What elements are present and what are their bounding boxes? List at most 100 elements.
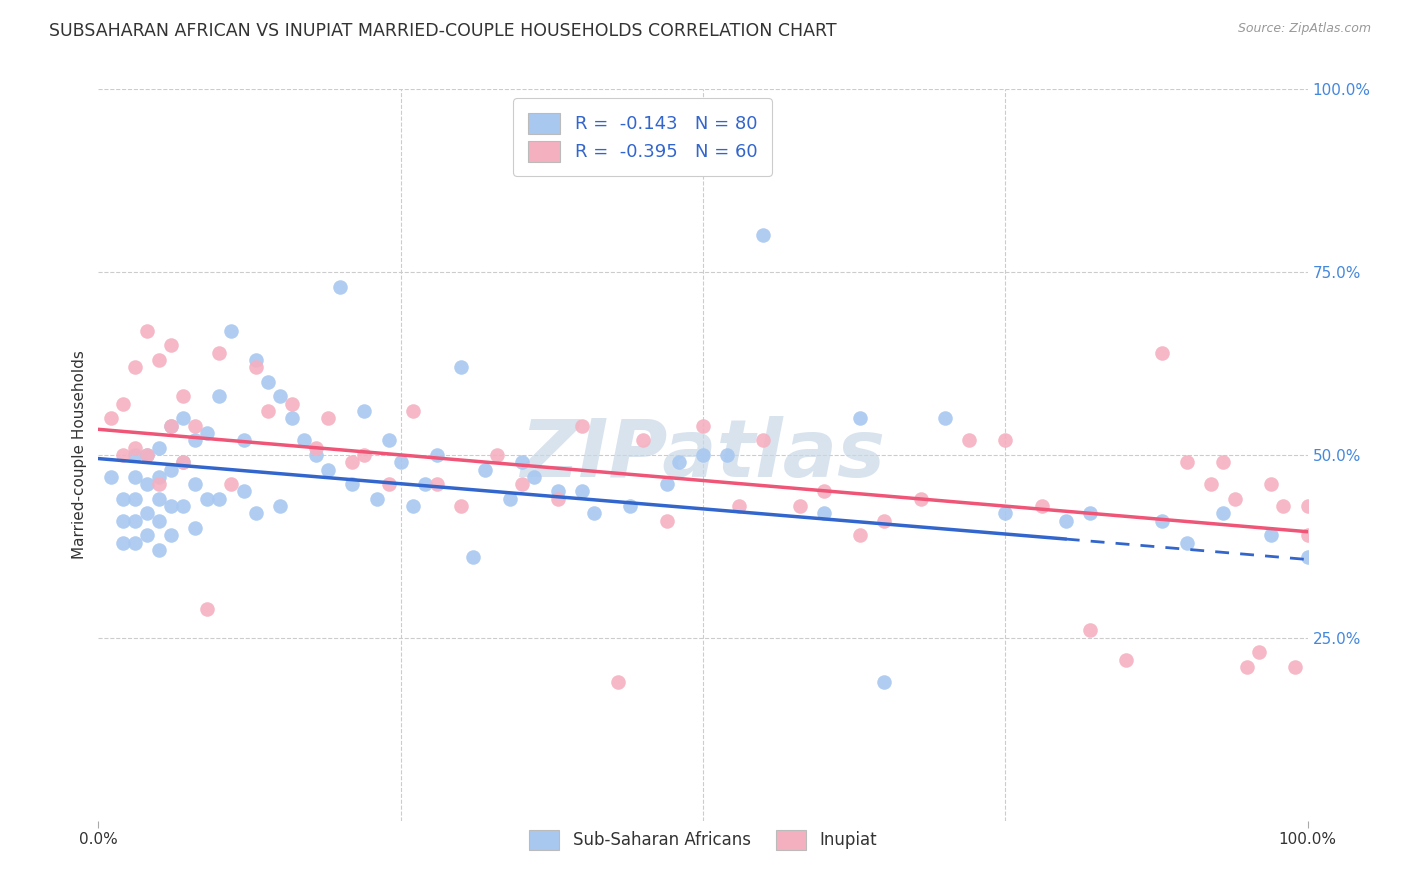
Point	[148, 441, 170, 455]
Point	[849, 528, 872, 542]
Point	[124, 535, 146, 549]
Point	[510, 455, 533, 469]
Point	[135, 448, 157, 462]
Point	[245, 360, 267, 375]
Point	[195, 425, 218, 440]
Point	[377, 477, 399, 491]
Point	[692, 418, 714, 433]
Point	[1212, 455, 1234, 469]
Point	[547, 484, 569, 499]
Point	[934, 411, 956, 425]
Point	[172, 411, 194, 425]
Point	[353, 404, 375, 418]
Point	[184, 521, 207, 535]
Point	[256, 404, 278, 418]
Point	[184, 434, 207, 448]
Point	[752, 228, 775, 243]
Point	[342, 477, 364, 491]
Point	[195, 491, 218, 506]
Point	[124, 491, 146, 506]
Point	[148, 491, 170, 506]
Point	[510, 477, 533, 491]
Point	[208, 491, 231, 506]
Point	[221, 324, 243, 338]
Point	[1199, 477, 1222, 491]
Point	[232, 434, 254, 448]
Point	[994, 507, 1017, 521]
Y-axis label: Married-couple Households: Married-couple Households	[72, 351, 87, 559]
Point	[1272, 499, 1295, 513]
Point	[1260, 477, 1282, 491]
Point	[160, 528, 183, 542]
Point	[619, 499, 641, 513]
Point	[172, 499, 194, 513]
Point	[148, 543, 170, 558]
Point	[377, 434, 399, 448]
Point	[135, 528, 157, 542]
Point	[221, 477, 243, 491]
Point	[1249, 645, 1271, 659]
Point	[124, 470, 146, 484]
Point	[135, 448, 157, 462]
Point	[366, 491, 388, 506]
Point	[523, 470, 546, 484]
Point	[450, 360, 472, 375]
Point	[813, 484, 835, 499]
Point	[305, 441, 328, 455]
Point	[849, 411, 872, 425]
Point	[873, 514, 896, 528]
Point	[1223, 491, 1246, 506]
Point	[655, 477, 678, 491]
Point	[148, 352, 170, 367]
Point	[1078, 624, 1101, 638]
Point	[329, 279, 352, 293]
Point	[789, 499, 811, 513]
Point	[184, 418, 207, 433]
Point	[245, 352, 267, 367]
Point	[111, 448, 134, 462]
Point	[1152, 514, 1174, 528]
Point	[135, 507, 157, 521]
Point	[1031, 499, 1053, 513]
Point	[269, 499, 291, 513]
Point	[994, 434, 1017, 448]
Point	[1078, 507, 1101, 521]
Point	[245, 507, 267, 521]
Point	[124, 360, 146, 375]
Point	[402, 499, 425, 513]
Point	[111, 397, 134, 411]
Point	[281, 411, 304, 425]
Point	[1175, 455, 1198, 469]
Point	[463, 550, 485, 565]
Point	[172, 389, 194, 403]
Point	[232, 484, 254, 499]
Point	[160, 499, 183, 513]
Point	[353, 448, 375, 462]
Point	[692, 448, 714, 462]
Point	[111, 514, 134, 528]
Point	[498, 491, 520, 506]
Point	[148, 477, 170, 491]
Point	[111, 491, 134, 506]
Point	[547, 491, 569, 506]
Point	[256, 375, 278, 389]
Point	[474, 462, 496, 476]
Point	[910, 491, 932, 506]
Point	[716, 448, 738, 462]
Point	[1296, 528, 1319, 542]
Point	[111, 535, 134, 549]
Point	[957, 434, 980, 448]
Point	[1152, 345, 1174, 359]
Point	[292, 434, 315, 448]
Legend: Sub-Saharan Africans, Inupiat: Sub-Saharan Africans, Inupiat	[523, 823, 883, 856]
Point	[160, 462, 183, 476]
Point	[1175, 535, 1198, 549]
Point	[413, 477, 436, 491]
Point	[100, 411, 122, 425]
Point	[631, 434, 654, 448]
Point	[281, 397, 304, 411]
Point	[655, 514, 678, 528]
Point	[486, 448, 509, 462]
Point	[450, 499, 472, 513]
Point	[607, 674, 630, 689]
